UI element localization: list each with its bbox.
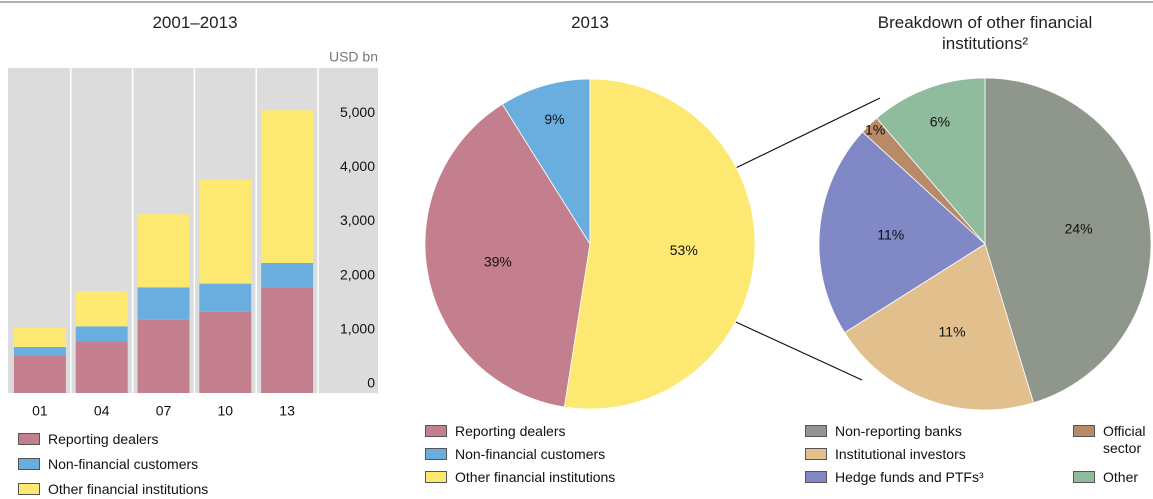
legend-item: Other financial institutions [425,469,685,499]
bar-segment [199,283,252,312]
legend-item: Non-financial customers [425,446,685,486]
legend-label: Non-financial customers [48,456,199,472]
bar-segment [261,263,314,288]
x-tick-label: 13 [279,403,295,419]
legend-label: Reporting dealers [455,423,566,439]
legend-swatch [18,483,40,495]
legend-swatch [18,458,40,470]
pie-slice [501,78,591,246]
x-tick-label: 04 [94,403,110,419]
bar-segment [13,346,66,356]
pie-slice [424,103,591,408]
legend-swatch [425,448,447,460]
legend-item: Other [1073,469,1153,499]
y-tick-label: 0 [367,375,375,391]
bar-segment [137,287,190,320]
x-tick-label: 07 [156,403,172,419]
legend-swatch [1073,425,1095,437]
bar-segment [199,311,252,393]
x-tick-label: 01 [32,403,48,419]
pie-slice [876,77,986,246]
legend-label: Institutional investors [835,446,966,462]
bar-segment [261,287,314,393]
slice-label: 53% [670,242,698,258]
slice-label: 24% [1065,221,1093,237]
legend-item: Hedge funds and PTFs³ [805,469,1055,499]
legend-label: Official sector [1103,423,1146,456]
bar-segment [261,110,314,263]
slice-label: 39% [484,254,512,270]
legend-item: Official sector [1073,423,1153,463]
y-tick-label: 5,000 [340,104,375,120]
bar-segment [13,355,66,393]
slice-label: 11% [939,323,966,339]
y-tick-label: 1,000 [340,321,375,337]
pie-slice [984,77,1152,404]
legend-item: Reporting dealers [425,423,685,463]
y-tick-label: 3,000 [340,212,375,228]
bar-segment [13,328,66,347]
slice-label: 9% [544,111,564,127]
y-tick-label: 2,000 [340,266,375,282]
chart-title: 2013 [571,13,609,32]
legend-swatch [425,471,447,483]
legend-label: Reporting dealers [48,431,159,447]
bar-segment [137,214,190,288]
pie-slice [563,78,756,410]
legend-item: Other financial institutions [18,481,338,499]
slice-label: 6% [930,113,950,129]
legend-item: Reporting dealers [18,431,338,471]
legend-swatch [1073,471,1095,483]
plot-area [8,68,378,393]
legend-swatch [805,425,827,437]
pie-slice [818,131,986,334]
legend-label: Non-financial customers [455,446,606,462]
pie-slice [844,243,1034,411]
legend-swatch [805,471,827,483]
legend-swatch [805,448,827,460]
legend-swatch [425,425,447,437]
x-tick-label: 10 [218,403,234,419]
chart-title: 2001–2013 [152,13,238,32]
axis-unit: USD bn [329,49,378,65]
chart-title: Breakdown of other financial institution… [877,13,1093,53]
legend-label: Other financial institutions [48,481,209,497]
slice-label: 11% [877,226,904,242]
bar-segment [75,326,128,342]
legend-item: Non-financial customers [18,456,338,496]
legend-label: Other financial institutions [455,469,616,485]
bar-segment [199,179,252,284]
bar-segment [137,319,190,393]
bar-segment [75,291,128,327]
legend-label: Hedge funds and PTFs³ [835,469,984,485]
legend-item: Institutional investors [805,446,1055,486]
legend-swatch [18,433,40,445]
bar-segment [75,341,128,393]
slice-label: 1% [865,122,885,138]
y-tick-label: 4,000 [340,158,375,174]
legend-label: Other [1103,469,1139,485]
legend-label: Non-reporting banks [835,423,962,439]
legend-item: Non-reporting banks [805,423,1055,463]
